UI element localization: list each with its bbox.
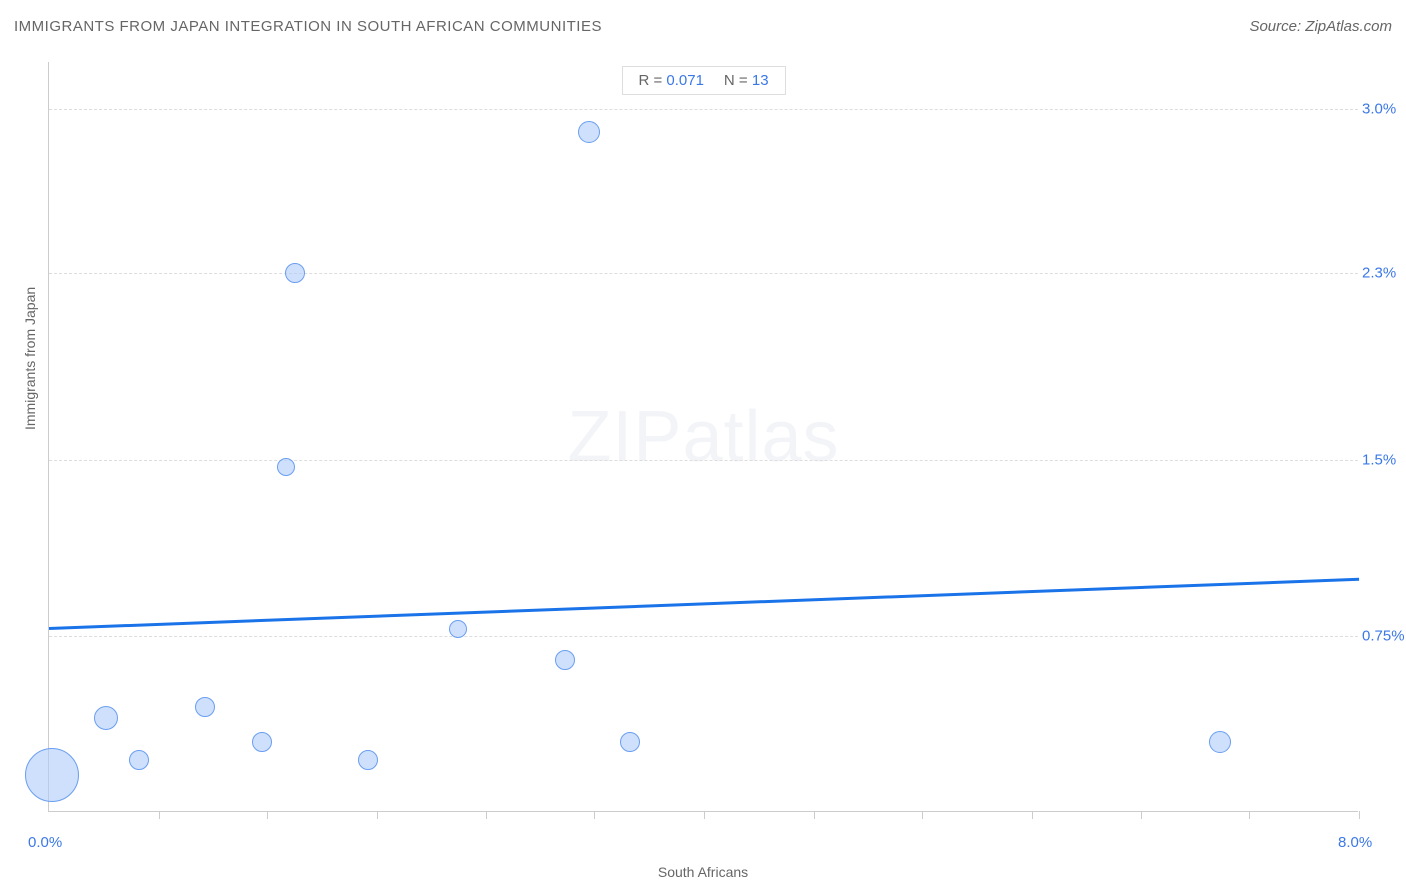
x-tick [1249,811,1250,819]
watermark: ZIPatlas [567,396,839,478]
y-tick-label: 3.0% [1362,100,1404,117]
chart-title: IMMIGRANTS FROM JAPAN INTEGRATION IN SOU… [14,18,602,35]
x-tick [267,811,268,819]
trend-line [49,578,1359,630]
x-max-label: 8.0% [1338,834,1372,851]
chart-header: IMMIGRANTS FROM JAPAN INTEGRATION IN SOU… [14,18,1392,35]
gridline [49,636,1358,637]
gridline [49,460,1358,461]
data-point [358,750,378,770]
data-point [25,748,79,802]
x-axis-label: South Africans [658,864,748,880]
data-point [449,620,467,638]
x-tick [704,811,705,819]
data-point [277,458,295,476]
data-point [1209,731,1231,753]
data-point [578,121,600,143]
data-point [129,750,149,770]
x-tick [1032,811,1033,819]
stat-n: N = 13 [724,72,769,89]
stat-box: R = 0.071 N = 13 [621,66,785,95]
gridline [49,273,1358,274]
y-tick-label: 1.5% [1362,452,1404,469]
x-tick [159,811,160,819]
watermark-zip: ZIP [567,397,682,477]
gridline [49,109,1358,110]
y-tick-label: 2.3% [1362,264,1404,281]
plot-area: ZIPatlas R = 0.071 N = 13 0.75%1.5%2.3%3… [48,62,1358,812]
x-tick [594,811,595,819]
chart-source: Source: ZipAtlas.com [1249,18,1392,35]
stat-r: R = 0.071 [638,72,703,89]
data-point [285,263,305,283]
y-tick-label: 0.75% [1362,628,1404,645]
data-point [94,706,118,730]
x-min-label: 0.0% [28,834,62,851]
data-point [195,697,215,717]
x-tick [486,811,487,819]
data-point [555,650,575,670]
x-tick [922,811,923,819]
data-point [252,732,272,752]
data-point [620,732,640,752]
y-axis-label: Immigrants from Japan [22,287,38,430]
x-tick [1359,811,1360,819]
watermark-atlas: atlas [682,397,839,477]
x-tick [814,811,815,819]
x-tick [1141,811,1142,819]
x-tick [377,811,378,819]
